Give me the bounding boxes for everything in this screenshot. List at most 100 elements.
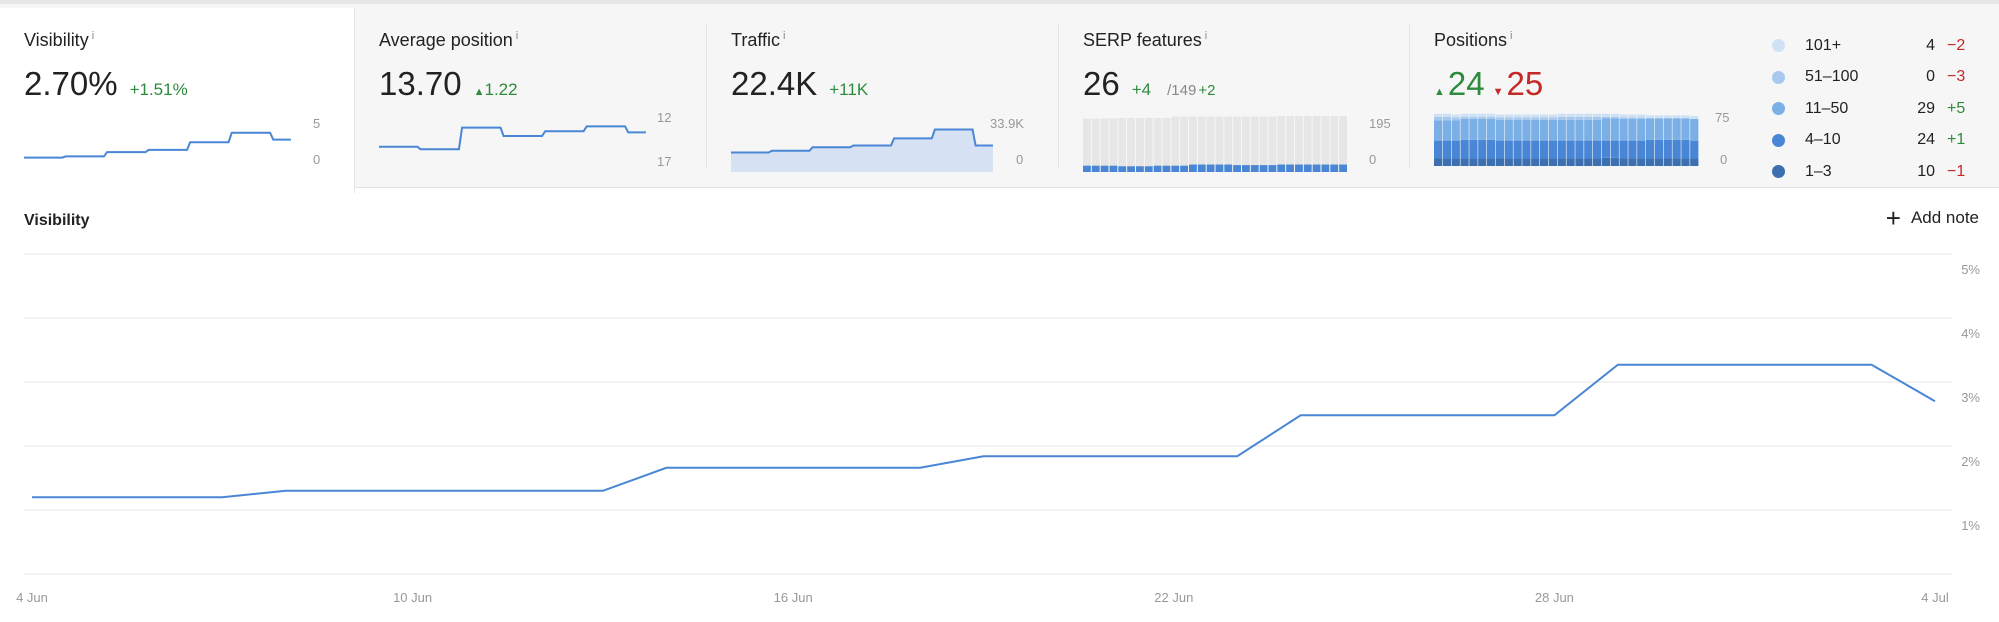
- average-position-card[interactable]: Average position i 13.70 ▲1.22 12 17: [355, 8, 707, 191]
- positions-segment: [1593, 119, 1602, 141]
- positions-segment: [1531, 140, 1540, 159]
- add-note-button[interactable]: + Add note: [1885, 203, 1979, 233]
- positions-segment: [1442, 116, 1452, 121]
- positions-segment: [1566, 140, 1575, 159]
- triangle-up-icon: ▲: [473, 86, 485, 98]
- serp-total-bar: [1233, 116, 1241, 172]
- y-tick-label: 5%: [1961, 262, 1980, 277]
- positions-segment: [1487, 158, 1496, 166]
- y-tick-label: 2%: [1961, 454, 1980, 469]
- legend-value: 24: [1917, 131, 1935, 149]
- positions-segment: [1575, 119, 1584, 141]
- positions-segment: [1522, 158, 1531, 166]
- serp-total-bar: [1321, 116, 1330, 172]
- positions-segment: [1654, 158, 1664, 166]
- positions-segment: [1442, 140, 1452, 159]
- legend-item[interactable]: 4–10 24 +1: [1772, 125, 1982, 157]
- legend-item[interactable]: 11–50 29 +5: [1772, 93, 1982, 125]
- positions-segment: [1619, 140, 1628, 159]
- serp-value-bar: [1286, 164, 1294, 172]
- positions-segment: [1566, 113, 1575, 117]
- serp-value-bar: [1277, 164, 1286, 172]
- serp-value-bar: [1206, 164, 1215, 172]
- serp-total-bar: [1206, 116, 1215, 172]
- axis-bottom: 0: [1720, 152, 1728, 167]
- serp-total-bar: [1171, 116, 1180, 172]
- serp-total-bar: [1259, 116, 1268, 172]
- positions-segment: [1663, 158, 1672, 166]
- positions-segment: [1566, 116, 1575, 120]
- positions-segment: [1513, 119, 1522, 141]
- positions-legend: 101+ 4 −2 51–100 0 −3 11–50 29 +5 4–10 24 +1 1–3 10 −1: [1772, 30, 1982, 188]
- positions-card[interactable]: Positions i ▲ 24 ▼ 25 75 0: [1410, 8, 1760, 191]
- serp-total-bar: [1277, 116, 1286, 172]
- info-icon[interactable]: i: [515, 30, 519, 42]
- serp-total-bar: [1224, 116, 1233, 172]
- axis-bottom: 17: [657, 154, 672, 169]
- visibility-line-chart[interactable]: 1% 2% 3% 4% 5% 4 Jun 10 Jun 16 Jun 22 Jun 28 Jun 4…: [0, 240, 1999, 622]
- serp-value-bar: [1215, 164, 1224, 172]
- positions-segment: [1610, 116, 1619, 119]
- positions-segment: [1513, 114, 1522, 118]
- legend-item[interactable]: 101+ 4 −2: [1772, 30, 1982, 62]
- positions-segment: [1540, 119, 1549, 141]
- positions-segment: [1460, 116, 1469, 119]
- positions-segment: [1478, 139, 1487, 159]
- legend-dot-icon: [1772, 39, 1785, 53]
- legend-change: −2: [1947, 36, 1966, 54]
- positions-segment: [1434, 140, 1443, 159]
- visibility-card[interactable]: Visibility i 2.70% +1.51% 5 0: [0, 8, 355, 193]
- positions-segment: [1601, 113, 1611, 117]
- positions-segment: [1469, 158, 1478, 166]
- serp-value-bar: [1083, 165, 1091, 172]
- serp-total-bar: [1109, 118, 1118, 172]
- positions-segment: [1610, 113, 1619, 117]
- positions-segment: [1451, 158, 1460, 166]
- positions-segment: [1557, 113, 1566, 117]
- serp-value-bar: [1144, 166, 1153, 172]
- positions-segment: [1451, 140, 1460, 159]
- serp-value-bar: [1118, 166, 1127, 172]
- positions-segment: [1434, 158, 1443, 166]
- serp-value-bar: [1171, 165, 1180, 172]
- positions-segment: [1601, 116, 1611, 119]
- positions-segment: [1584, 116, 1593, 120]
- positions-segment: [1619, 114, 1628, 118]
- legend-item[interactable]: 51–100 0 −3: [1772, 62, 1982, 94]
- positions-segment: [1531, 158, 1540, 166]
- card-title: Visibility i: [24, 30, 95, 50]
- positions-segment: [1478, 116, 1487, 119]
- card-delta: +1.51%: [129, 80, 188, 99]
- serp-features-card[interactable]: SERP features i 26 +4/149 +2 195 0: [1059, 8, 1411, 191]
- positions-segment: [1672, 115, 1681, 119]
- positions-segment: [1531, 114, 1540, 118]
- card-title: Traffic i: [731, 30, 786, 50]
- positions-segment: [1637, 158, 1646, 166]
- positions-segment: [1637, 114, 1646, 118]
- positions-segment: [1557, 158, 1566, 166]
- serp-total-bar: [1162, 118, 1171, 172]
- positions-segment: [1442, 120, 1452, 141]
- axis-top: 33.9K: [990, 116, 1024, 131]
- legend-item[interactable]: 1–3 10 −1: [1772, 156, 1982, 188]
- positions-segment: [1646, 118, 1655, 140]
- serp-value-bar: [1091, 165, 1100, 172]
- positions-segment: [1469, 118, 1478, 140]
- positions-segment: [1451, 117, 1460, 121]
- positions-segment: [1460, 118, 1469, 140]
- info-icon[interactable]: i: [1204, 30, 1208, 42]
- traffic-card[interactable]: Traffic i 22.4K +11K 33.9K 0: [707, 8, 1059, 191]
- traffic-area: [731, 129, 993, 172]
- positions-segment: [1628, 140, 1637, 159]
- positions-segment: [1531, 119, 1540, 141]
- info-icon[interactable]: i: [783, 30, 786, 42]
- info-icon[interactable]: i: [91, 30, 95, 42]
- positions-segment: [1619, 118, 1628, 141]
- x-tick-label: 28 Jun: [1535, 590, 1574, 605]
- legend-change: +5: [1947, 99, 1966, 117]
- serp-value-bar: [1180, 165, 1188, 172]
- axis-top: 195: [1369, 116, 1391, 131]
- positions-segment: [1672, 139, 1681, 159]
- positions-segment: [1663, 115, 1672, 119]
- info-icon[interactable]: i: [1510, 30, 1513, 42]
